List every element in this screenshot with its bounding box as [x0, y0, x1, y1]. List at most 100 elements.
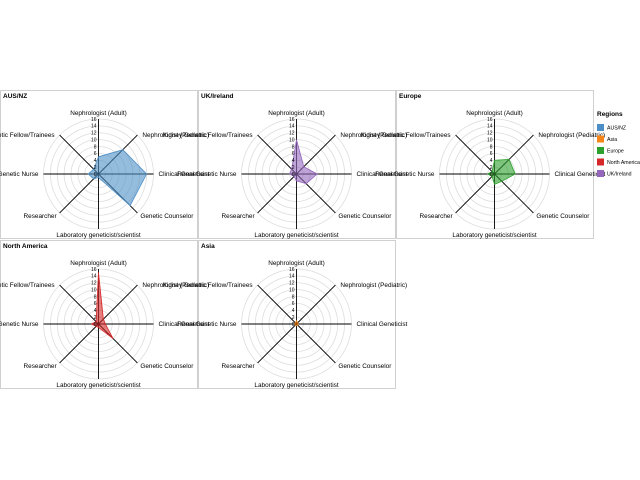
- axis-label: Genetic Counselor: [140, 363, 194, 370]
- tick-label: 2: [292, 165, 295, 171]
- tick-label: 6: [94, 301, 97, 307]
- axis-label: Genetic Counselor: [338, 213, 392, 220]
- tick-label: 8: [292, 294, 295, 300]
- axis-spoke: [257, 284, 297, 325]
- axis-label: Nephrologist (Adult): [268, 260, 324, 267]
- tick-label: 2: [94, 165, 97, 171]
- axis-label: Nephrologist (Pediatric): [142, 132, 209, 139]
- tick-label: 2: [94, 315, 97, 321]
- tick-label: 4: [490, 158, 493, 164]
- series-area: [289, 139, 318, 185]
- tick-label: 4: [292, 308, 295, 314]
- axis-label: Researcher: [24, 363, 58, 370]
- axis-label: Renal Genetic Nurse: [177, 321, 237, 328]
- axis-label: Clinical Geneticist: [357, 321, 408, 328]
- axis-spoke: [257, 173, 297, 214]
- tick-label: 16: [289, 117, 295, 123]
- panel-title: UK/Ireland: [201, 93, 234, 100]
- series-area: [486, 159, 516, 185]
- legend-label: UK/Ireland: [607, 172, 632, 178]
- tick-label: 6: [490, 151, 493, 157]
- tick-label: 14: [91, 274, 97, 280]
- panel-title: Asia: [201, 243, 215, 250]
- axis-label: Researcher: [222, 213, 256, 220]
- axis-spoke: [59, 173, 99, 214]
- tick-label: 12: [91, 131, 97, 137]
- axis-spoke: [257, 323, 297, 364]
- tick-label: 8: [490, 144, 493, 150]
- axis-label: Clinical Geneticist: [159, 321, 210, 328]
- axis-label: Laboratory geneticist/scientist: [56, 382, 140, 389]
- legend-swatch: [597, 158, 604, 166]
- tick-label: 0: [94, 322, 97, 328]
- axis-spoke: [455, 134, 495, 175]
- axis-spoke: [59, 323, 99, 364]
- panel-frame: [198, 90, 396, 239]
- panel-frame: [0, 240, 198, 389]
- tick-label: 4: [94, 308, 97, 314]
- axis-spoke: [59, 284, 99, 325]
- axis-label: Nephrologist (Pediatric): [340, 282, 407, 289]
- axis-label: Laboratory geneticist/scientist: [254, 382, 338, 389]
- tick-label: 16: [91, 267, 97, 273]
- tick-label: 0: [292, 172, 295, 178]
- tick-label: 14: [91, 124, 97, 130]
- axis-spoke: [296, 323, 336, 364]
- axis-label: Genetic Counselor: [338, 363, 392, 370]
- axis-spoke: [455, 173, 495, 214]
- legend-label: AUS/NZ: [607, 126, 626, 132]
- axis-label: Clinical Geneticist: [159, 171, 210, 178]
- tick-label: 10: [487, 137, 493, 143]
- tick-label: 0: [94, 172, 97, 178]
- tick-label: 6: [292, 301, 295, 307]
- axis-label: Nephrologist (Adult): [268, 110, 324, 117]
- axis-label: Renal Genetic Nurse: [0, 171, 39, 178]
- tick-label: 8: [94, 294, 97, 300]
- panel-frame: [198, 240, 396, 389]
- legend-label: Europe: [607, 149, 624, 155]
- axis-label: Researcher: [24, 213, 58, 220]
- tick-label: 0: [292, 322, 295, 328]
- tick-label: 14: [289, 274, 295, 280]
- tick-label: 6: [94, 151, 97, 157]
- axis-label: Clinical Geneticist: [555, 171, 606, 178]
- axis-label: Nephrologist (Pediatric): [340, 132, 407, 139]
- tick-label: 4: [94, 158, 97, 164]
- series-area: [294, 319, 299, 327]
- legend-swatch: [597, 135, 604, 143]
- axis-label: Researcher: [222, 363, 256, 370]
- tick-label: 12: [91, 281, 97, 287]
- tick-label: 16: [487, 117, 493, 123]
- axis-label: Kidney Genetic Fellow/Trainees: [163, 132, 253, 139]
- panel-title: North America: [3, 243, 48, 250]
- legend-swatch: [597, 170, 604, 177]
- axis-label: Kidney Genetic Fellow/Trainees: [163, 282, 253, 289]
- axis-label: Nephrologist (Adult): [466, 110, 522, 117]
- tick-label: 10: [289, 287, 295, 293]
- axis-label: Renal Genetic Nurse: [177, 171, 237, 178]
- panel-title: AUS/NZ: [3, 93, 27, 100]
- axis-label: Laboratory geneticist/scientist: [254, 232, 338, 239]
- tick-label: 14: [289, 124, 295, 130]
- tick-label: 0: [490, 172, 493, 178]
- tick-label: 2: [292, 315, 295, 321]
- tick-label: 16: [91, 117, 97, 123]
- axis-label: Laboratory geneticist/scientist: [452, 232, 536, 239]
- axis-label: Genetic Counselor: [140, 213, 194, 220]
- axis-label: Nephrologist (Pediatric): [142, 282, 209, 289]
- tick-label: 8: [94, 144, 97, 150]
- axis-label: Genetic Counselor: [536, 213, 590, 220]
- axis-label: Nephrologist (Adult): [70, 110, 126, 117]
- axis-label: Kidney Genetic Fellow/Trainees: [361, 132, 451, 139]
- tick-label: 2: [490, 165, 493, 171]
- legend-title: Regions: [597, 111, 623, 118]
- legend: Regions AUS/NZ Asia Europe North America UK/I…: [597, 111, 640, 178]
- axis-label: Nephrologist (Pediatric): [538, 132, 605, 139]
- series-area: [87, 149, 148, 207]
- tick-label: 8: [292, 144, 295, 150]
- legend-label: Asia: [607, 137, 617, 143]
